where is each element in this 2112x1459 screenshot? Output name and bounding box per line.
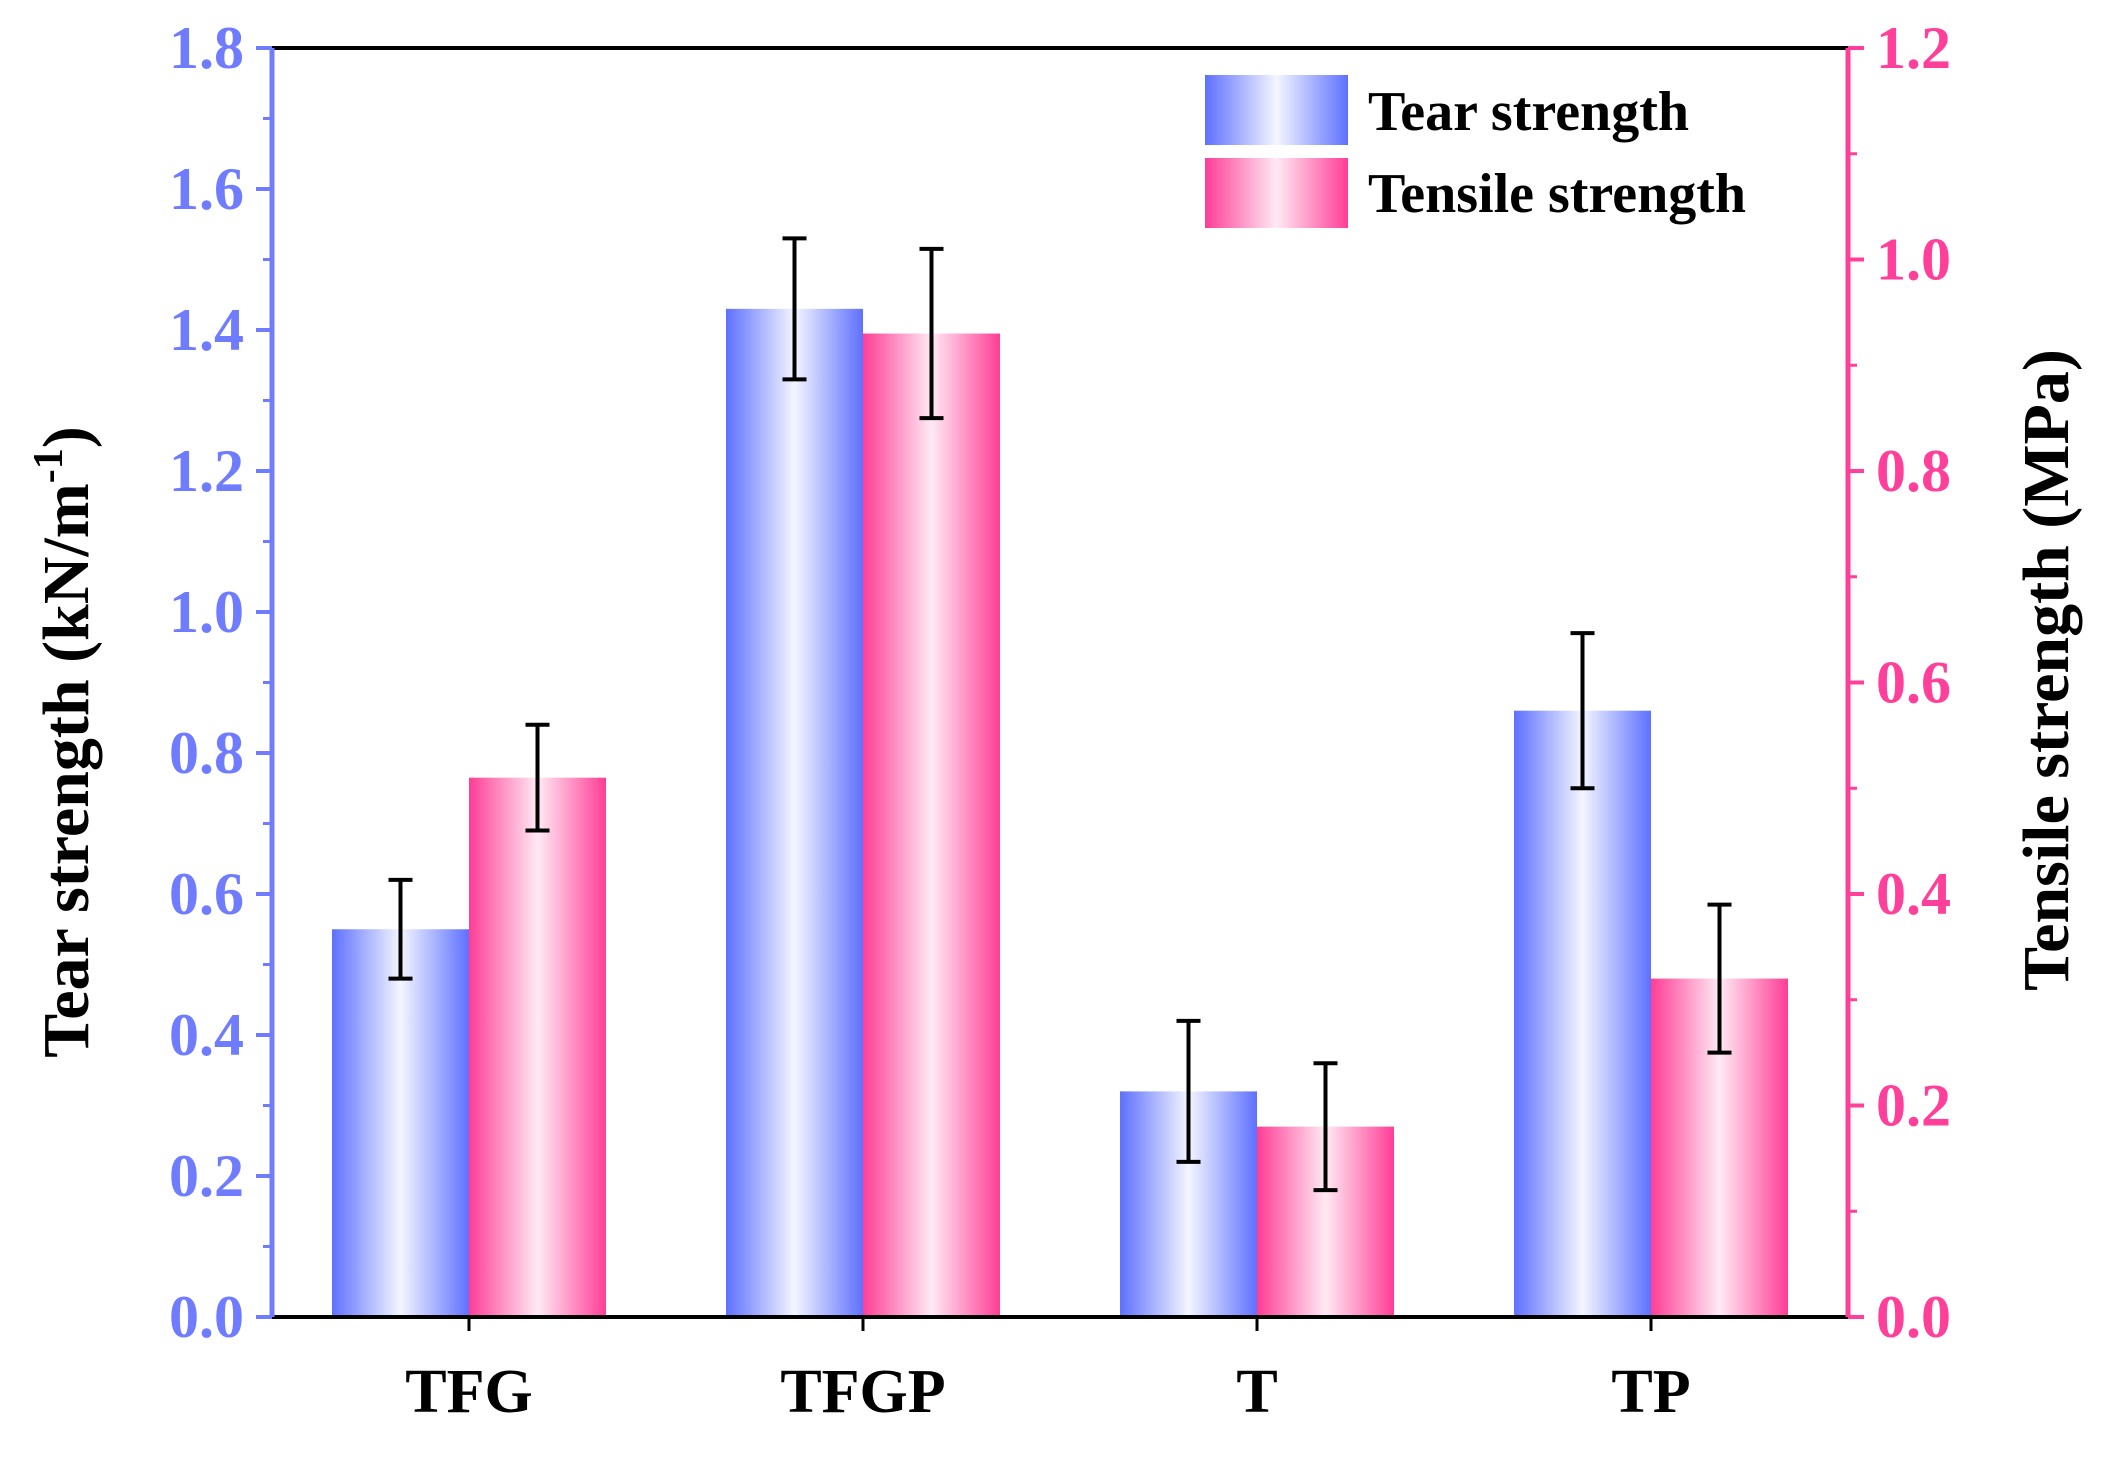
y-axis-left-label: Tear strength (kN/m-1) bbox=[26, 426, 103, 1057]
x-tick-label: T bbox=[1236, 1358, 1277, 1426]
y-left-tick-label: 1.4 bbox=[169, 297, 244, 363]
legend-label-tensile: Tensile strength bbox=[1368, 163, 1746, 225]
bar-tensile-tfgp bbox=[863, 333, 1000, 1317]
y-left-tick-label: 0.6 bbox=[169, 861, 244, 927]
bars-layer bbox=[332, 308, 1788, 1318]
y-right-tick-label: 0.0 bbox=[1876, 1284, 1951, 1350]
legend: Tear strength Tensile strength bbox=[1205, 75, 1746, 228]
bar-tear-tfgp bbox=[726, 308, 863, 1318]
y-left-tick-label: 0.8 bbox=[169, 720, 244, 786]
y-right-tick-label: 0.2 bbox=[1876, 1073, 1951, 1139]
y-left-tick-label: 0.4 bbox=[169, 1002, 244, 1068]
bar-tear-tp bbox=[1514, 710, 1651, 1317]
legend-swatch-tensile bbox=[1205, 158, 1348, 228]
y-right-tick-label: 0.6 bbox=[1876, 650, 1951, 716]
legend-label-tear: Tear strength bbox=[1368, 81, 1689, 143]
y-left-tick-label: 0.0 bbox=[169, 1284, 244, 1350]
y-right-tick-label: 1.2 bbox=[1876, 15, 1951, 81]
bar-tensile-tfg bbox=[469, 777, 606, 1317]
y-left-tick-label: 0.2 bbox=[169, 1143, 244, 1209]
y-left-tick-label: 1.2 bbox=[169, 438, 244, 504]
y-left-tick-label: 1.0 bbox=[169, 579, 244, 645]
error-bars-layer bbox=[388, 236, 1732, 1193]
x-tick-label: TP bbox=[1611, 1358, 1690, 1426]
y-left-tick-label: 1.8 bbox=[169, 15, 244, 81]
bar-tear-tfg bbox=[332, 929, 469, 1317]
x-tick-label: TFG bbox=[405, 1358, 532, 1426]
legend-swatch-tear bbox=[1205, 75, 1348, 145]
y-left-tick-label: 1.6 bbox=[169, 156, 244, 222]
y-right-tick-label: 0.4 bbox=[1876, 861, 1951, 927]
y-right-tick-label: 1.0 bbox=[1876, 227, 1951, 293]
ticks-layer: TFG TFGP T TP 0.0 0.2 0.4 0.6 0.8 1.0 1.2 1.4 1.6 1.8… bbox=[169, 15, 1951, 1426]
y-axis-right-label: Tensile strength (MPa) bbox=[2010, 349, 2083, 991]
x-tick-label: TFGP bbox=[780, 1358, 945, 1426]
y-right-tick-label: 0.8 bbox=[1876, 438, 1951, 504]
